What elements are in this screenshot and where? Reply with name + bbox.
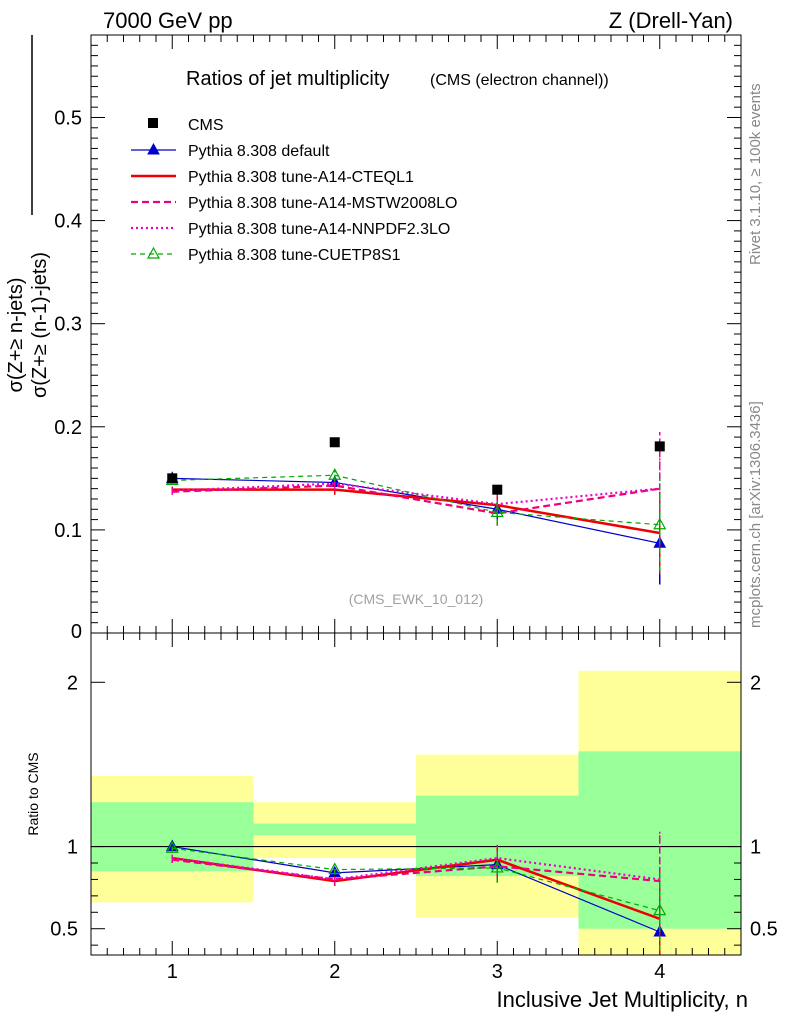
legend-item: Pythia 8.308 tune-A14-MSTW2008LO — [131, 195, 457, 212]
data-point — [165, 840, 179, 853]
y-tick-label: 0.2 — [54, 417, 82, 439]
x-axis-label: Inclusive Jet Multiplicity, n — [497, 987, 748, 1012]
legend-marker — [148, 118, 158, 128]
ratio-y-tick-label-right: 0.5 — [750, 919, 778, 941]
rivet-version-label: Rivet 3.1.10, ≥ 100k events — [747, 83, 764, 265]
legend-marker — [147, 142, 160, 155]
series-line — [172, 482, 660, 506]
legend-item: Pythia 8.308 tune-A14-CTEQL1 — [131, 169, 414, 186]
y-tick-label: 0.1 — [54, 520, 82, 542]
header-right-label: Z (Drell-Yan) — [609, 8, 733, 33]
series-line — [172, 484, 660, 515]
uncertainty-band-inner — [253, 823, 416, 836]
ratio-y-axis-label: Ratio to CMS — [25, 752, 41, 835]
series-line — [172, 474, 660, 526]
main-plot-ticks: 0.1 0.2 0.3 0.4 0.5 0 — [54, 34, 742, 643]
data-point — [328, 862, 342, 875]
legend-label: Pythia 8.308 tune-A14-NNPDF2.3LO — [188, 221, 450, 238]
legend-label: CMS — [188, 117, 224, 134]
data-point — [329, 437, 340, 448]
legend-item: CMS — [148, 117, 224, 134]
x-tick-label: 2 — [329, 961, 340, 983]
ratio-y-tick-label: 2 — [67, 672, 78, 694]
series-pythia-8-308-tune-a14-cteql1 — [171, 484, 661, 575]
ratio-plot-frame — [90, 632, 742, 956]
data-point — [167, 473, 178, 484]
ratio-plot-panel: 0.5 0.5 1 1 2 2 1 2 3 4 Ratio to CMS Inclusive Je… — [25, 632, 778, 1012]
ratio-y-tick-label-right: 2 — [750, 672, 761, 694]
legend: CMS Pythia 8.308 default Pythia 8.308 tune… — [131, 117, 457, 264]
series-cms-data — [167, 437, 665, 495]
y-tick-label: 0.4 — [54, 211, 82, 233]
series-line — [172, 847, 660, 912]
data-point — [653, 903, 667, 916]
mcplots-reference-label: mcplots.cern.ch [arXiv:1306.3436] — [747, 401, 764, 628]
legend-item: Pythia 8.308 tune-A14-NNPDF2.3LO — [131, 221, 450, 238]
legend-label: Pythia 8.308 tune-CUETP8S1 — [188, 247, 401, 264]
main-plot-series — [165, 431, 667, 585]
data-point — [490, 505, 504, 517]
data-point — [328, 468, 342, 480]
ratio-plot-series — [91, 830, 741, 955]
y-tick-label: 0.3 — [54, 314, 82, 336]
y-tick-label-zero: 0 — [71, 621, 82, 643]
legend-marker — [146, 246, 161, 259]
data-point — [653, 517, 667, 530]
data-point — [490, 860, 504, 873]
main-plot-panel: 0.1 0.2 0.3 0.4 0.5 0 Ratios of jet multiplic… — [5, 34, 742, 643]
x-tick-label: 3 — [492, 961, 503, 983]
data-point — [654, 441, 665, 452]
header-left-label: 7000 GeV pp — [103, 8, 233, 33]
y-axis-label-numerator: σ(Z+≥ n-jets) — [5, 278, 27, 393]
main-plot-watermark: (CMS_EWK_10_012) — [349, 591, 484, 607]
ratio-y-tick-label-right: 1 — [750, 837, 761, 859]
ratio-uncertainty-bands — [91, 670, 741, 955]
legend-item: Pythia 8.308 tune-CUETP8S1 — [131, 246, 401, 264]
legend-label: Pythia 8.308 tune-A14-MSTW2008LO — [188, 195, 457, 212]
y-axis-label-denominator: σ(Z+≥ (n-1)-jets) — [29, 252, 51, 398]
main-plot-title: Ratios of jet multiplicity — [186, 68, 389, 90]
ratio-y-tick-label: 0.5 — [50, 919, 78, 941]
legend-label: Pythia 8.308 default — [188, 143, 330, 160]
series-line — [172, 477, 660, 544]
legend-item: Pythia 8.308 default — [131, 142, 330, 160]
x-tick-label: 1 — [167, 961, 178, 983]
x-tick-label: 4 — [654, 961, 665, 983]
data-point — [492, 484, 503, 495]
ratio-series-pythia-8-308-tune-cuetp8s1 — [165, 840, 667, 951]
legend-label: Pythia 8.308 tune-A14-CTEQL1 — [188, 169, 414, 186]
main-plot-subtitle: (CMS (electron channel)) — [430, 72, 609, 89]
series-pythia-8-308-tune-cuetp8s1 — [165, 468, 667, 572]
series-line — [172, 858, 660, 883]
ratio-y-tick-label: 1 — [67, 837, 78, 859]
y-tick-label: 0.5 — [54, 107, 82, 129]
